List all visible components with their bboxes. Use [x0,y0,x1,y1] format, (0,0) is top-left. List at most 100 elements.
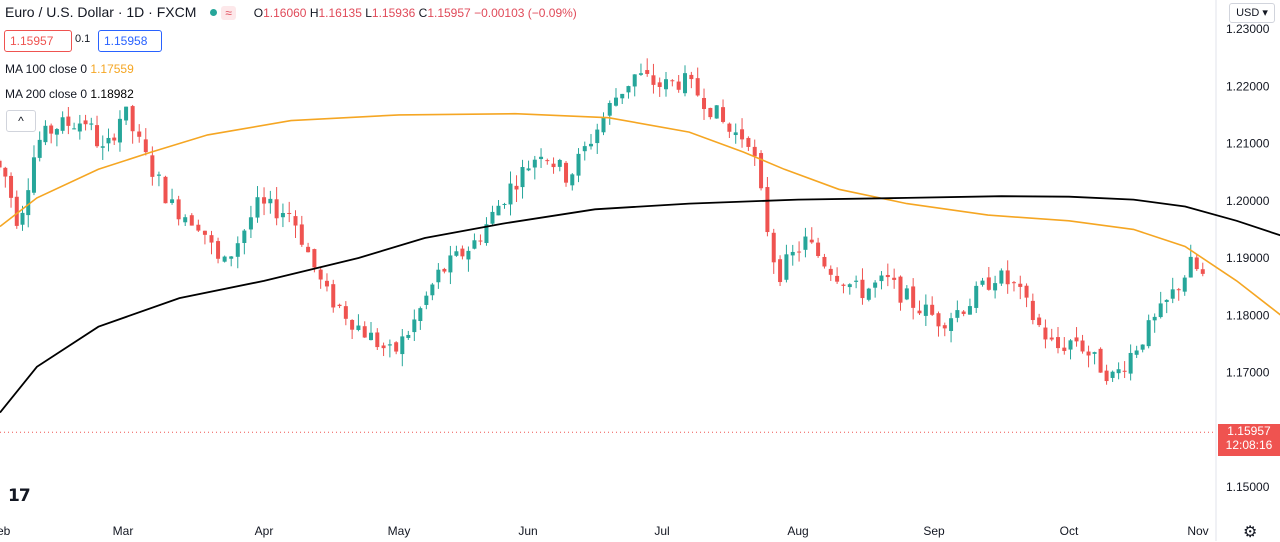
candle [1062,337,1067,355]
candle [803,227,808,258]
candle [124,106,129,125]
candle [930,296,935,317]
candle [454,245,459,257]
candle [442,267,447,274]
symbol-title[interactable]: Euro / U.S. Dollar · 1D · FXCM [5,4,197,20]
candle [949,312,954,343]
candle [676,75,681,93]
candle [1164,299,1169,314]
candle [1086,345,1091,368]
candlestick-series[interactable] [0,58,1205,385]
xtick-label: Oct [1060,524,1079,538]
candle [714,105,719,119]
candle [412,309,417,341]
candle [620,93,625,105]
open-label: O [253,6,264,20]
ma200-legend[interactable]: MA 200 close 0 1.18982 [5,87,134,101]
candle [1140,344,1145,353]
sell-button[interactable]: 1.15957 [4,30,72,52]
candle [31,145,36,196]
gear-icon[interactable]: ⚙ [1243,524,1258,541]
candle [576,148,581,183]
candle [570,173,575,191]
xtick-label: Mar [113,524,134,538]
candle [170,188,175,205]
candle [262,187,267,216]
candle [557,158,562,172]
candle [448,245,453,285]
ma100-legend[interactable]: MA 100 close 0 1.17559 [5,62,134,76]
candle [3,166,8,188]
candle [0,159,2,171]
candle [400,329,405,367]
buy-button[interactable]: 1.15958 [98,30,162,52]
candle [130,104,135,144]
candle [1011,280,1016,292]
ytick-label: 1.17000 [1226,366,1270,380]
time-axis[interactable]: Feb Mar Apr May Jun Jul Aug Sep Oct Nov [0,524,1209,538]
candle [89,117,94,131]
candle [1200,262,1205,277]
candle [923,294,928,327]
candle [809,227,814,244]
candle [1074,327,1079,347]
candle [765,177,770,237]
xtick-label: Jul [654,524,669,538]
spread-value: 0.1 [75,33,91,45]
candle [222,255,227,263]
candle [733,123,738,144]
candle [60,111,65,134]
candle [274,187,279,226]
candle [72,122,77,130]
candle [331,279,336,313]
candle [663,71,668,97]
candle [293,210,298,239]
candle [708,107,713,120]
ma100-label: MA 100 close 0 [5,62,88,76]
candle [466,246,471,272]
candle [356,314,361,332]
candle [209,230,214,255]
candle [1104,364,1109,385]
candle [1024,283,1029,308]
candle [626,85,631,99]
candle [318,266,323,289]
candle [1080,334,1085,354]
candle [582,141,587,161]
collapse-legend-button[interactable]: ^ [6,110,36,132]
candle [362,321,367,338]
candle [1098,347,1103,373]
candle [911,278,916,320]
candle [287,201,292,223]
candle [532,155,537,180]
ma200-line [0,195,1280,414]
tradingview-logo-icon[interactable]: 17 [8,486,31,506]
candle [37,131,42,162]
candle [520,159,525,199]
candle [1158,291,1163,319]
candle [369,322,374,341]
candle [613,88,618,107]
xtick-label: Aug [787,524,808,538]
high-value: 1.16135 [318,6,362,20]
candle [14,190,19,229]
candle [841,283,846,294]
candle [242,229,247,255]
xtick-label: May [388,524,411,538]
candle [980,277,985,287]
candle [54,128,59,147]
candle [727,122,732,139]
status-badge[interactable]: ≈ [221,6,236,20]
candle [83,114,88,131]
candle [866,287,871,302]
candle [478,234,483,246]
candle [117,110,122,152]
price-axis[interactable]: 1.150001.160001.170001.180001.190001.200… [1226,22,1270,494]
candle [854,275,859,289]
candle [1176,287,1181,301]
candle [176,195,181,226]
candle [564,161,569,187]
currency-button[interactable]: USD ▾ [1229,3,1275,23]
candle [835,267,840,284]
